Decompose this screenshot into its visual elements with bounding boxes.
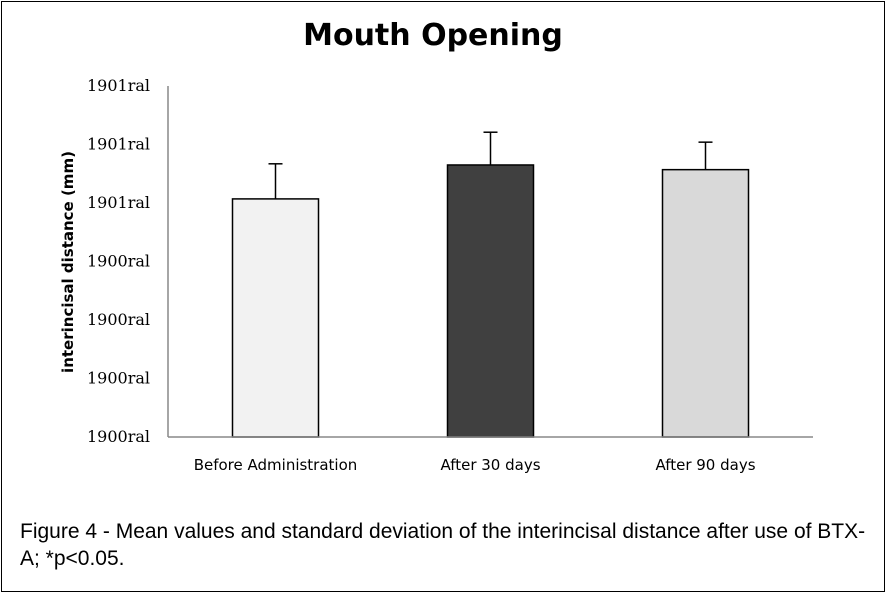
x-tick-labels: Before Administration After 30 days After …: [194, 456, 756, 474]
y-tick-label: 1900ral: [87, 369, 150, 388]
x-tick-label: Before Administration: [194, 456, 358, 474]
chart-title: Mouth Opening: [303, 18, 563, 53]
y-tick-label: 1900ral: [87, 252, 150, 271]
bars: [231, 164, 750, 438]
figure-caption: Figure 4 - Mean values and standard devi…: [20, 520, 866, 570]
y-tick-label: 1901ral: [87, 76, 150, 95]
bar: [231, 198, 320, 438]
y-tick-label: 1900ral: [87, 310, 150, 329]
bar: [661, 168, 750, 438]
error-bars: [268, 131, 713, 199]
y-tick-label: 1901ral: [87, 135, 150, 154]
bar: [446, 164, 535, 438]
y-axis-label: interincisal distance (mm): [59, 151, 77, 373]
y-tick-label: 1900ral: [87, 427, 150, 446]
x-tick-label: After 90 days: [655, 456, 755, 474]
y-tick-labels: 1900ral 1900ral 1900ral 1900ral 1901ral 1901r…: [87, 76, 150, 446]
y-tick-label: 1901ral: [87, 193, 150, 212]
x-tick-label: After 30 days: [440, 456, 540, 474]
